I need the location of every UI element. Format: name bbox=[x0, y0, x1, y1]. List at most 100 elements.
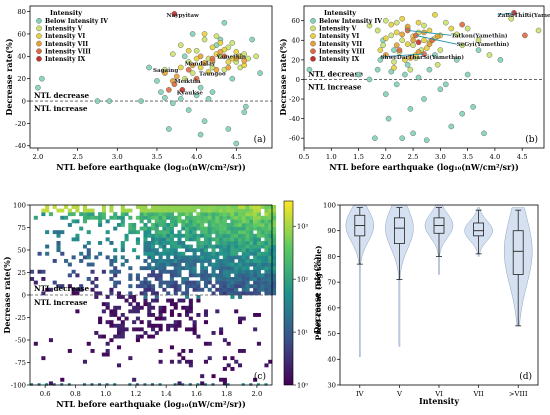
point-intensity-IV bbox=[366, 76, 373, 83]
point-intensity-IV bbox=[189, 31, 196, 37]
heat-cell bbox=[177, 233, 182, 238]
heat-cell bbox=[154, 223, 159, 227]
heat-cell bbox=[200, 374, 205, 379]
x-tick-label: 3.5 bbox=[462, 153, 473, 161]
point-intensity-V bbox=[407, 66, 414, 73]
heat-cell bbox=[211, 331, 216, 335]
heat-cell bbox=[113, 323, 118, 328]
heat-cell bbox=[79, 287, 84, 292]
heat-cell bbox=[135, 273, 140, 278]
heat-cell bbox=[185, 215, 190, 220]
heat-cell bbox=[215, 277, 220, 281]
heat-cell bbox=[90, 287, 95, 292]
heat-cell bbox=[192, 215, 197, 220]
heat-cell bbox=[60, 251, 65, 256]
heat-cell bbox=[241, 248, 246, 253]
heat-cell bbox=[215, 215, 220, 220]
heat-cell bbox=[169, 226, 174, 231]
heat-cell bbox=[158, 273, 163, 278]
heat-cell bbox=[253, 223, 258, 227]
heat-cell bbox=[215, 226, 220, 231]
heat-cell bbox=[82, 359, 88, 364]
heat-cell bbox=[166, 284, 171, 289]
heat-cell bbox=[162, 244, 167, 249]
heat-cell bbox=[151, 237, 156, 242]
point-intensity-IV bbox=[221, 19, 228, 26]
heat-cell bbox=[185, 313, 190, 317]
heat-cell bbox=[162, 305, 167, 310]
heat-cell bbox=[147, 212, 152, 217]
heat-cell bbox=[264, 230, 269, 235]
heat-cell bbox=[173, 262, 178, 267]
heat-cell bbox=[237, 262, 243, 267]
heat-cell bbox=[260, 277, 265, 281]
heat-cell bbox=[200, 287, 205, 292]
point-intensity-V bbox=[421, 22, 427, 29]
heat-cell bbox=[241, 208, 246, 213]
heat-cell bbox=[237, 349, 243, 353]
heat-cell bbox=[173, 269, 178, 274]
heat-cell bbox=[268, 241, 273, 245]
heat-cell bbox=[166, 212, 171, 217]
legend-title: Intensity bbox=[324, 9, 356, 17]
heat-cell bbox=[249, 233, 254, 238]
heat-cell bbox=[268, 284, 273, 289]
heat-cell bbox=[207, 219, 212, 224]
point-intensity-IV bbox=[385, 115, 392, 122]
box-V bbox=[393, 217, 405, 244]
heat-cell bbox=[124, 259, 129, 263]
heat-cell bbox=[264, 241, 269, 245]
heat-cell bbox=[256, 208, 261, 213]
point-intensity-VIII bbox=[185, 66, 192, 73]
heat-cell bbox=[52, 205, 57, 209]
heat-cell bbox=[139, 266, 144, 271]
heat-cell bbox=[203, 205, 209, 209]
heat-cell bbox=[151, 248, 156, 253]
heat-cell bbox=[215, 219, 220, 224]
heat-cell bbox=[185, 277, 190, 281]
x-tick-label: 2.5 bbox=[408, 153, 419, 161]
heat-cell bbox=[219, 208, 224, 213]
heat-cell bbox=[169, 248, 174, 253]
heat-cell bbox=[256, 212, 261, 217]
point-intensity-IX bbox=[415, 39, 422, 46]
y-tick-label: 0 bbox=[22, 291, 26, 299]
heat-cell bbox=[94, 295, 99, 299]
heat-cell bbox=[185, 359, 190, 364]
y-tick-label: 0 bbox=[22, 97, 26, 105]
heat-cell bbox=[188, 233, 193, 238]
heat-cell bbox=[109, 215, 114, 220]
heat-cell bbox=[185, 291, 190, 296]
point-intensity-V bbox=[383, 17, 389, 24]
heat-cell bbox=[33, 215, 38, 220]
heat-cell bbox=[188, 363, 193, 368]
heat-cell bbox=[237, 316, 243, 321]
colorbar-tick-label: 10² bbox=[297, 276, 308, 284]
heat-cell bbox=[211, 205, 216, 209]
panel-b: NTL decrease NTL increase ZaBuThiRi(Yameth… bbox=[278, 5, 550, 172]
heat-cell bbox=[185, 309, 190, 314]
heat-cell bbox=[215, 287, 220, 292]
heat-cell bbox=[249, 251, 254, 256]
heat-cell bbox=[249, 273, 254, 278]
heat-cell bbox=[162, 266, 167, 271]
annotation-label: Meiktila bbox=[174, 79, 201, 85]
heat-cell bbox=[143, 233, 148, 238]
heat-cell bbox=[264, 287, 269, 292]
legend-marker-VI bbox=[310, 33, 316, 39]
heat-cell bbox=[245, 244, 250, 249]
heat-cell bbox=[222, 230, 227, 235]
y-tick-label: 50 bbox=[17, 246, 26, 254]
heat-cell bbox=[260, 205, 265, 209]
heat-cell bbox=[151, 313, 156, 317]
heat-cell bbox=[245, 233, 250, 238]
heat-cell bbox=[272, 248, 277, 253]
heat-cell bbox=[56, 241, 61, 245]
heat-cell bbox=[188, 284, 193, 289]
heat-cell bbox=[230, 233, 235, 238]
heat-cell bbox=[222, 377, 227, 382]
heat-cell bbox=[230, 255, 235, 260]
heat-cell bbox=[200, 266, 205, 271]
heat-cell bbox=[177, 212, 182, 217]
heat-cell bbox=[256, 273, 261, 278]
